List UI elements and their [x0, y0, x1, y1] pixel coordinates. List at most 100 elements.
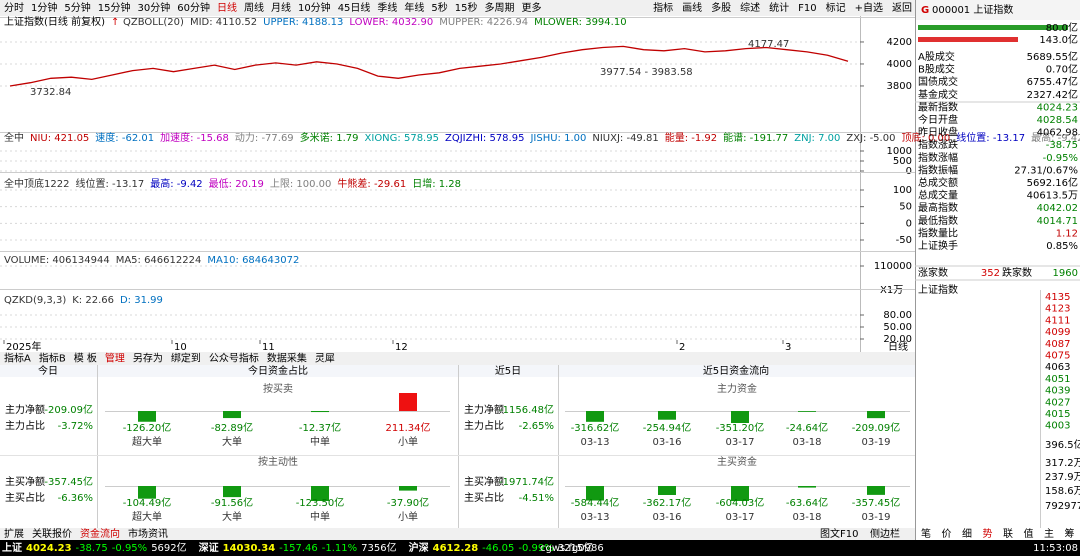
bar — [399, 486, 417, 491]
row-label: 主力占比 — [5, 419, 45, 432]
quote-tab[interactable]: 势 — [983, 527, 993, 540]
section-title: 今日 — [38, 364, 58, 377]
tool-button[interactable]: 多股 — [711, 1, 731, 14]
bottom-tab[interactable]: 市场资讯 — [128, 527, 168, 540]
period-tab[interactable]: 15秒 — [455, 1, 478, 14]
status-amount: 5692亿 — [151, 541, 186, 554]
bar-label: -82.89亿 — [211, 421, 253, 434]
period-tab[interactable]: 多周期 — [485, 1, 515, 14]
bar — [311, 411, 329, 413]
code-prefix: G — [921, 5, 929, 16]
quote-tab[interactable]: 筹 — [1065, 527, 1075, 540]
legend-item: 日增: 1.28 — [412, 177, 461, 190]
price-line — [9, 45, 849, 87]
bar — [867, 486, 885, 495]
mini-price: 4087 — [1045, 339, 1070, 350]
bar-green — [918, 25, 1068, 30]
period-tab[interactable]: 5秒 — [431, 1, 447, 14]
legend-item: 最高: -9.42 — [150, 177, 202, 190]
tool-button[interactable]: +自选 — [855, 1, 883, 14]
legend-item: MUPPER: 4226.94 — [439, 17, 528, 28]
period-tab[interactable]: 15分钟 — [98, 1, 131, 14]
period-tab[interactable]: 10分钟 — [298, 1, 331, 14]
row-label: 主力占比 — [464, 419, 504, 432]
mini-price: 4111 — [1045, 315, 1070, 326]
quote-tab[interactable]: 联 — [1003, 528, 1013, 540]
bottom-tab[interactable]: 扩展 — [4, 527, 24, 540]
bottom-tab[interactable]: 关联报价 — [32, 527, 72, 540]
y-tick-label: 20.00 — [883, 334, 912, 345]
tool-button[interactable]: 统计 — [769, 1, 789, 14]
indicator-tab[interactable]: 模 板 — [74, 352, 97, 365]
unit-label: X1万 — [880, 285, 903, 296]
indicator-tab[interactable]: 指标B — [39, 352, 66, 365]
period-tab[interactable]: 30分钟 — [137, 1, 170, 14]
period-tab[interactable]: 1分钟 — [31, 1, 57, 14]
stat-label: 昨日收盘 — [918, 126, 958, 139]
tool-button[interactable]: 标记 — [826, 2, 846, 14]
tool-button[interactable]: 返回 — [892, 2, 912, 14]
tool-button[interactable]: 指标 — [653, 1, 673, 14]
period-tab[interactable]: 分时 — [4, 2, 24, 14]
period-tab[interactable]: 年线 — [404, 1, 424, 14]
bar-value: 143.0亿 — [1039, 33, 1078, 46]
bottom-link[interactable]: 侧边栏 — [870, 527, 900, 540]
section-title: 今日资金占比 — [248, 364, 308, 377]
tool-button[interactable]: 画线 — [682, 1, 702, 14]
legend-item: 线位置: -13.17 — [75, 177, 144, 190]
indicator-tab[interactable]: 指标A — [4, 352, 31, 365]
mini-volume: 396.5亿 — [1045, 438, 1080, 451]
mini-volume: 237.9万 — [1045, 472, 1080, 483]
status-pct: -0.99% — [518, 543, 553, 554]
quote-tab[interactable]: 细 — [962, 527, 972, 540]
quote-tab[interactable]: 笔 — [921, 527, 931, 540]
bar — [658, 411, 676, 420]
bottom-tab[interactable]: 资金流向 — [80, 527, 120, 540]
indicator-tab[interactable]: 数据采集 — [267, 352, 307, 365]
stat-label: A股成交 — [918, 50, 955, 63]
period-tab[interactable]: 周线 — [244, 1, 264, 14]
bottom-link[interactable]: 图文F10 — [820, 527, 858, 540]
status-price: 14030.34 — [223, 543, 276, 554]
indicator-tab[interactable]: 另存为 — [133, 352, 163, 365]
mini-price: 4015 — [1045, 409, 1070, 420]
quote-tab[interactable]: 主 — [1044, 528, 1054, 540]
legend-item: NIUXJ: -49.81 — [592, 133, 658, 144]
period-tab[interactable]: 季线 — [377, 1, 397, 14]
stat-value: 6755.47亿 — [1027, 75, 1078, 88]
indicator-tab[interactable]: 公众号指标 — [209, 352, 259, 365]
tool-button[interactable]: 综述 — [740, 1, 760, 14]
bar-category: 03-13 — [580, 512, 609, 523]
bar — [867, 411, 885, 419]
period-tab[interactable]: 45日线 — [338, 1, 371, 14]
period-tab[interactable]: 日线 — [217, 1, 237, 14]
tool-button[interactable]: F10 — [798, 3, 816, 14]
mini-price: 4027 — [1045, 397, 1070, 408]
indicator-tab[interactable]: 灵犀 — [315, 353, 335, 365]
section-title: 近5日资金流向 — [703, 364, 769, 377]
mini-price: 4003 — [1045, 421, 1070, 432]
status-user: cgws.fg0986 — [540, 543, 604, 554]
quote-tab[interactable]: 值 — [1024, 527, 1034, 540]
period-tab[interactable]: 更多 — [522, 1, 542, 14]
bottom-tabs-bg — [0, 528, 915, 540]
period-tab[interactable]: 5分钟 — [64, 1, 90, 14]
y-tick-label: 50 — [899, 202, 912, 213]
toolbar-bg — [0, 0, 1080, 16]
status-pct: -0.95% — [112, 543, 147, 554]
legend-item: ZXJ: -5.00 — [846, 133, 895, 144]
indicator-tab[interactable]: 管理 — [105, 352, 125, 365]
indicator-tab[interactable]: 绑定到 — [171, 352, 201, 365]
panel-title: 按买卖 — [263, 382, 293, 395]
y-tick-label: 110000 — [874, 261, 912, 272]
y-tick-label: 1000 — [887, 146, 912, 157]
stat-label: B股成交 — [918, 63, 955, 76]
y-tick-label: -50 — [896, 235, 912, 246]
quote-tab[interactable]: 价 — [942, 528, 952, 540]
period-button[interactable]: 日线 — [888, 340, 908, 353]
bar — [731, 411, 749, 423]
legend-item: VOLUME: 406134944 — [4, 255, 110, 266]
period-tab[interactable]: 60分钟 — [177, 1, 210, 14]
period-tab[interactable]: 月线 — [271, 1, 291, 14]
status-price: 4612.28 — [433, 543, 479, 554]
